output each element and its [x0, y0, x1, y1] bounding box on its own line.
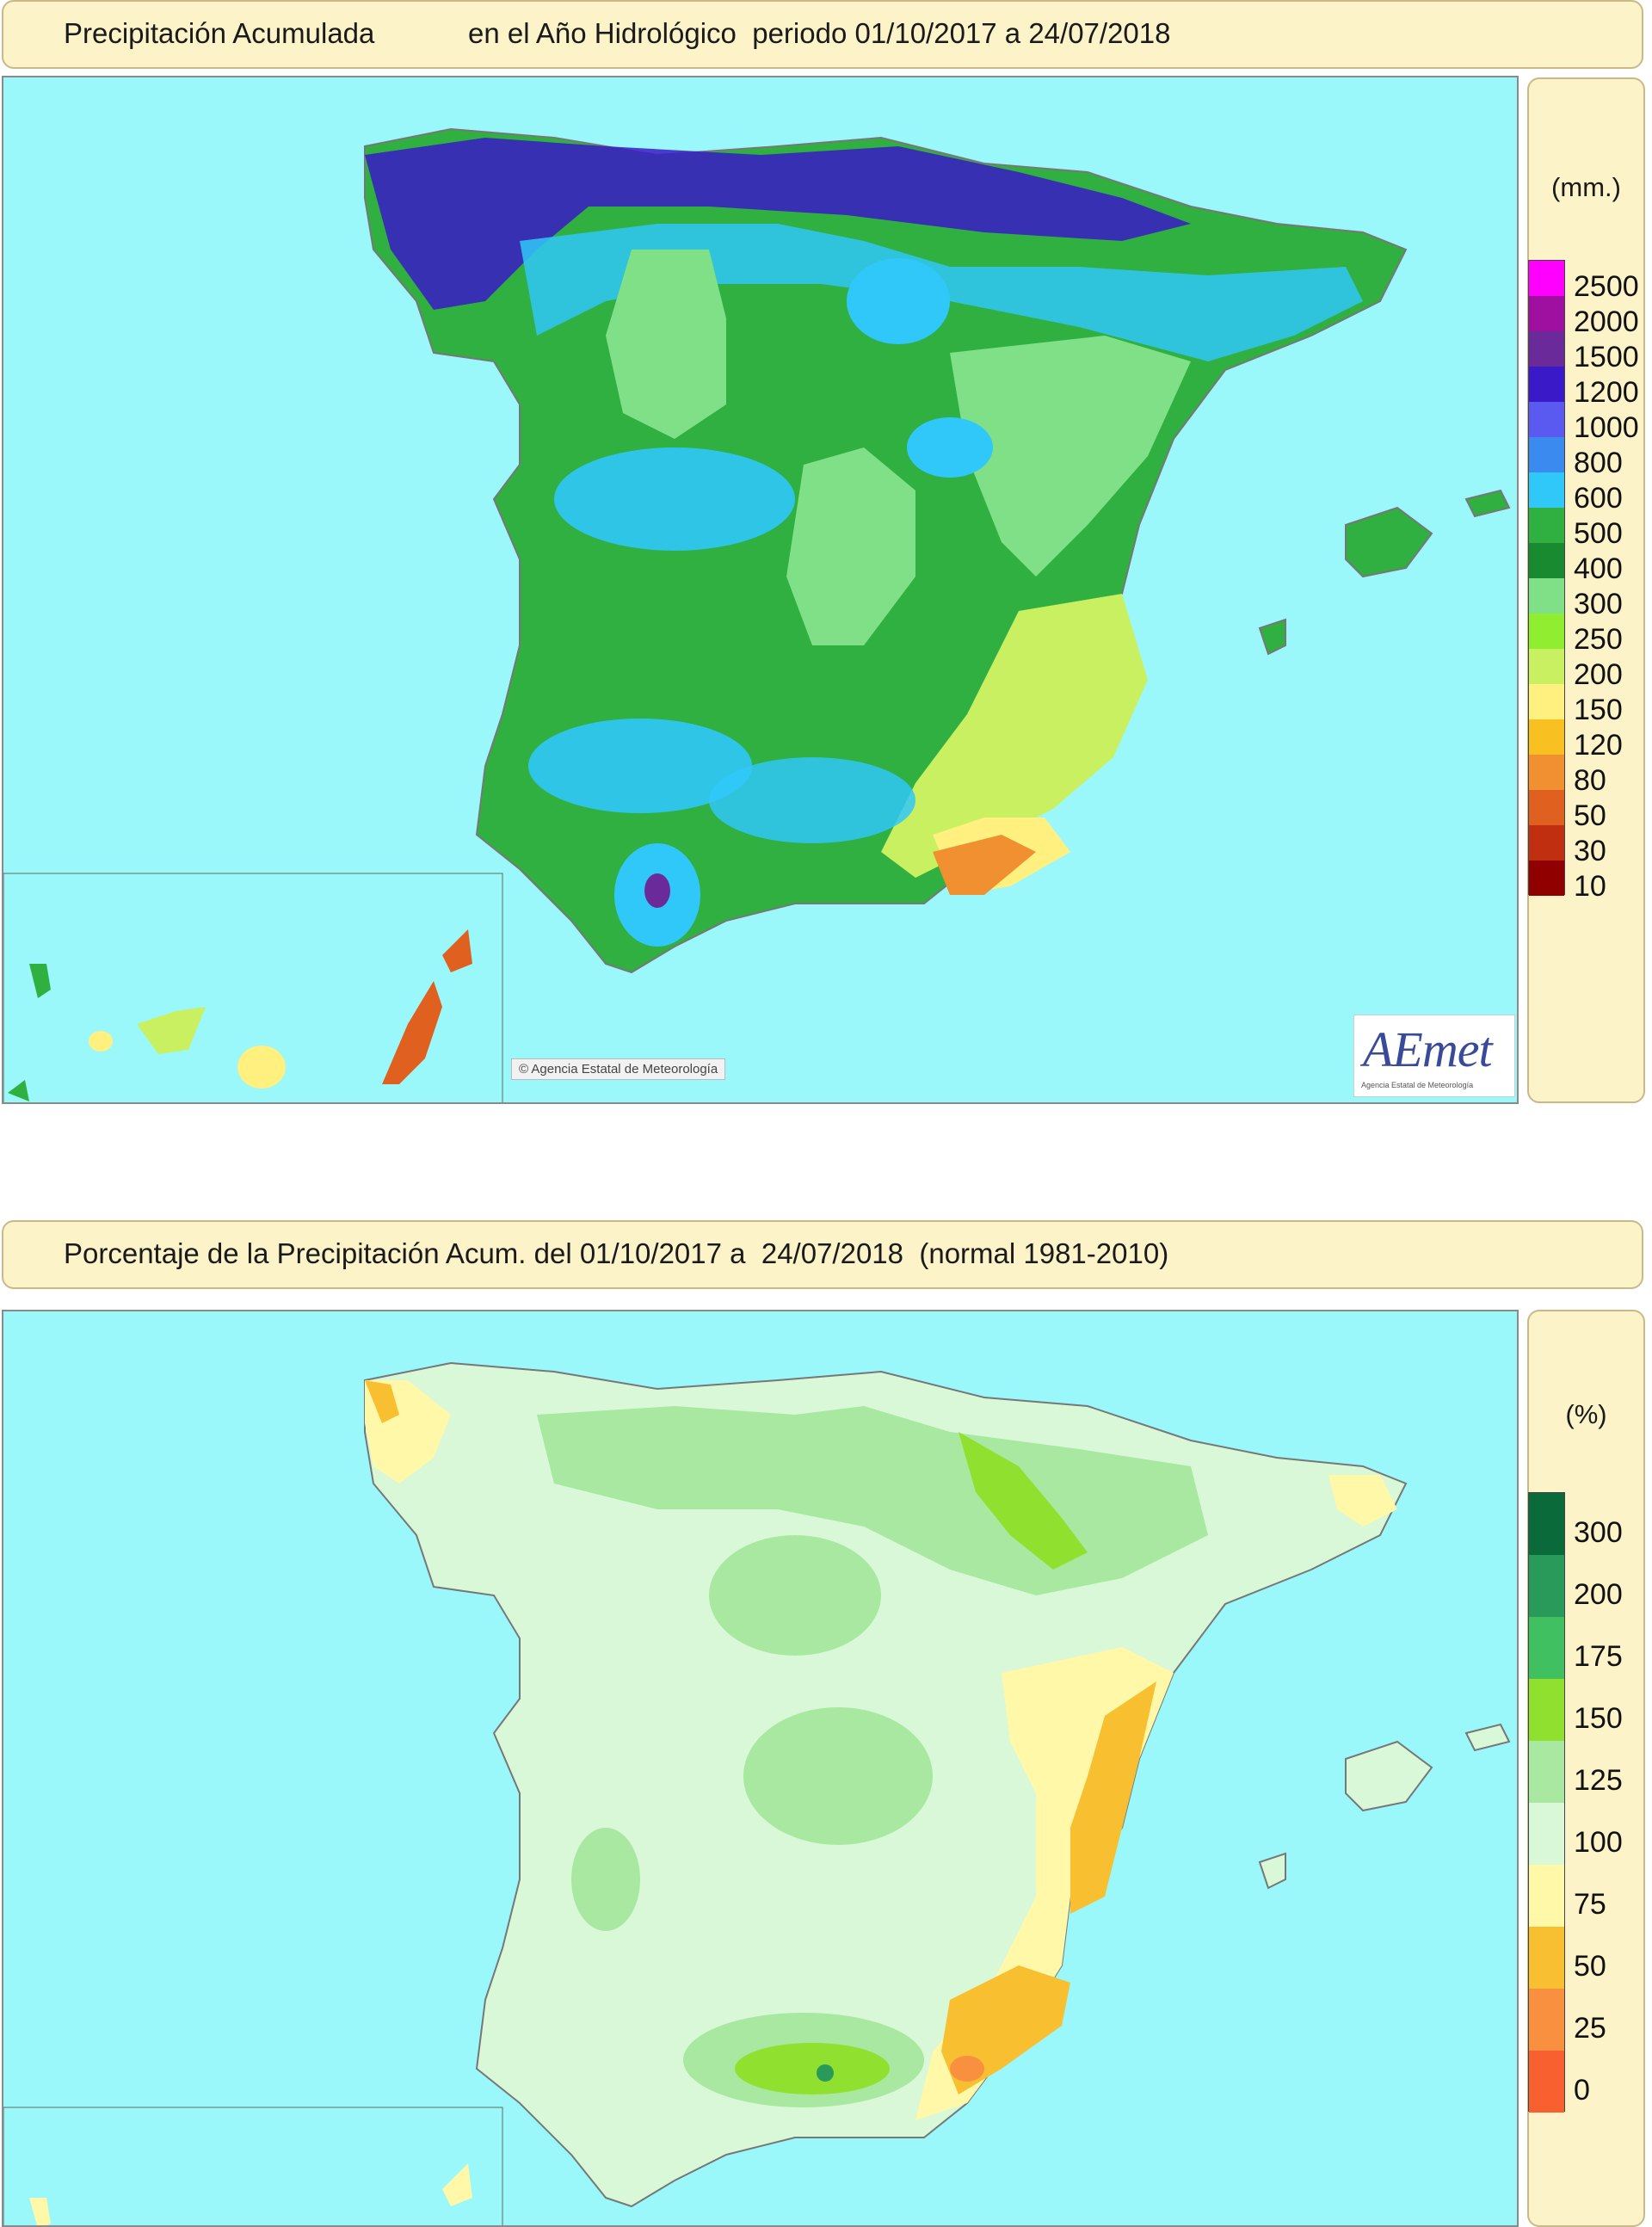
- top-legend-label: 800: [1574, 447, 1623, 479]
- top-legend-swatch: [1529, 296, 1564, 331]
- top-legend-label: 500: [1574, 517, 1623, 550]
- top-legend-swatch: [1529, 402, 1564, 437]
- bottom-legend-label: 50: [1574, 1950, 1606, 1983]
- bottom-legend-label: 175: [1574, 1640, 1623, 1673]
- top-legend-label: 80: [1574, 764, 1606, 797]
- top-legend-label: 1000: [1574, 411, 1639, 444]
- top-legend-swatch: [1529, 367, 1564, 402]
- top-legend-swatch: [1529, 508, 1564, 543]
- top-legend-label: 300: [1574, 588, 1623, 620]
- top-legend-label: 2000: [1574, 305, 1639, 338]
- bottom-legend-swatch: [1529, 1927, 1564, 1989]
- top-legend-swatch: [1529, 719, 1564, 755]
- bottom-legend-label: 25: [1574, 2012, 1606, 2045]
- top-legend-swatch: [1529, 649, 1564, 684]
- bottom-title: Porcentaje de la Precipitación Acum. del…: [64, 1237, 1169, 1269]
- top-legend-label: 1200: [1574, 376, 1639, 409]
- top-legend-label: 2500: [1574, 270, 1639, 303]
- bottom-legend-swatch: [1529, 1741, 1564, 1803]
- top-map-svg: [3, 127, 1511, 1102]
- bottom-legend-swatch: [1529, 1493, 1564, 1555]
- top-legend-swatch: [1529, 261, 1564, 296]
- bottom-legend-swatch: [1529, 2051, 1564, 2113]
- top-legend-swatch: [1529, 543, 1564, 578]
- bottom-title-bar: Porcentaje de la Precipitación Acum. del…: [2, 1220, 1643, 1289]
- aemet-logo-subtitle: Agencia Estatal de Meteorología: [1361, 1081, 1474, 1089]
- bottom-legend-label: 75: [1574, 1888, 1606, 1921]
- top-title-left: Precipitación Acumulada: [64, 17, 375, 49]
- bottom-legend-label: 200: [1574, 1578, 1623, 1611]
- top-legend-label: 10: [1574, 870, 1606, 903]
- top-legend-swatch: [1529, 331, 1564, 367]
- bottom-legend-swatch: [1529, 1555, 1564, 1617]
- top-legend-swatch: [1529, 472, 1564, 508]
- top-precip-map: © Agencia Estatal de Meteorología: [2, 76, 1519, 1104]
- aemet-logo: AEmet Agencia Estatal de Meteorología: [1353, 1015, 1515, 1097]
- top-legend-swatch: [1529, 437, 1564, 472]
- top-legend-label: 30: [1574, 835, 1606, 867]
- top-legend-label: 200: [1574, 658, 1623, 691]
- bottom-legend-swatch: [1529, 1989, 1564, 2051]
- top-legend-label: 600: [1574, 482, 1623, 515]
- bottom-legend-swatch: [1529, 1679, 1564, 1741]
- bottom-percent-map: [2, 1310, 1519, 2227]
- top-title-bar: Precipitación Acumulada en el Año Hidrol…: [2, 0, 1643, 69]
- bottom-legend-bar: [1528, 1492, 1565, 2113]
- top-credit: © Agencia Estatal de Meteorología: [511, 1058, 726, 1080]
- balearic-mallorca: [1345, 506, 1433, 578]
- top-legend-swatch: [1529, 755, 1564, 790]
- bottom-legend-label: 150: [1574, 1702, 1623, 1735]
- bottom-legend-swatch: [1529, 1617, 1564, 1679]
- top-legend-swatch: [1529, 578, 1564, 614]
- balearic-ibiza: [1258, 618, 1286, 656]
- top-legend-swatch: [1529, 614, 1564, 649]
- top-legend-label: 50: [1574, 799, 1606, 832]
- top-legend-bar: [1528, 260, 1565, 896]
- aemet-logo-text: AEmet: [1363, 1021, 1493, 1077]
- bottom-legend-swatch: [1529, 1865, 1564, 1927]
- top-legend-label: 150: [1574, 694, 1623, 726]
- top-title-right: en el Año Hidrológico periodo 01/10/2017…: [468, 17, 1171, 49]
- top-legend-unit: (mm.): [1551, 172, 1621, 202]
- top-legend-swatch: [1529, 684, 1564, 719]
- bottom-legend-label: 100: [1574, 1826, 1623, 1859]
- bottom-legend-label: 0: [1574, 2074, 1590, 2107]
- top-legend-label: 120: [1574, 729, 1623, 762]
- top-legend-swatch: [1529, 861, 1564, 896]
- bottom-map-svg: [3, 1361, 1511, 2225]
- top-legend-swatch: [1529, 825, 1564, 861]
- bottom-legend-unit: (%): [1565, 1399, 1607, 1429]
- bottom-legend-label: 125: [1574, 1764, 1623, 1797]
- top-legend-swatch: [1529, 790, 1564, 825]
- top-legend-label: 400: [1574, 552, 1623, 585]
- top-legend-label: 250: [1574, 623, 1623, 656]
- balearic-menorca: [1464, 489, 1511, 518]
- bottom-legend-label: 300: [1574, 1516, 1623, 1549]
- bottom-legend-swatch: [1529, 1803, 1564, 1865]
- top-legend-label: 1500: [1574, 341, 1639, 373]
